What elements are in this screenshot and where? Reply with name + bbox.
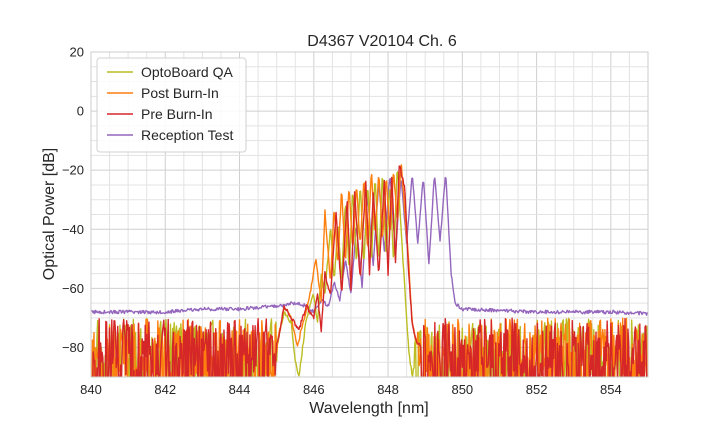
y-tick-label: 20 (70, 45, 84, 60)
x-tick-label: 844 (229, 382, 251, 397)
y-tick-label: −40 (62, 222, 84, 237)
x-tick-label: 850 (451, 382, 473, 397)
legend-box (96, 57, 247, 153)
legend-label: Post Burn-In (141, 85, 219, 101)
x-tick-label: 854 (600, 382, 622, 397)
ticks: 840 842 844 846 848 850 852 854 20 0 −20 −40 −60 −80 (62, 45, 622, 398)
plot-area (91, 164, 648, 377)
legend-label: OptoBoard QA (141, 64, 233, 80)
y-tick-label: −80 (62, 340, 84, 355)
x-tick-label: 852 (526, 382, 548, 397)
x-tick-label: 842 (154, 382, 176, 397)
y-tick-label: 0 (77, 104, 84, 119)
x-tick-label: 848 (377, 382, 399, 397)
legend-label: Pre Burn-In (141, 106, 213, 122)
x-tick-label: 840 (80, 382, 102, 397)
y-axis-label: Optical Power [dB] (41, 148, 58, 281)
legend-label: Reception Test (141, 127, 233, 143)
plot-frame (90, 51, 649, 378)
x-axis-label: Wavelength [nm] (309, 400, 428, 417)
chart-title: D4367 V20104 Ch. 6 (307, 33, 457, 50)
y-tick-label: −20 (62, 163, 84, 178)
legend: OptoBoard QA Post Burn-In Pre Burn-In Recep… (96, 57, 247, 153)
x-tick-label: 846 (303, 382, 325, 397)
series-line-pre-burn-in (92, 165, 648, 377)
y-tick-label: −60 (62, 281, 84, 296)
series-layer (91, 164, 648, 377)
series-line-post-burn-in (91, 164, 648, 377)
